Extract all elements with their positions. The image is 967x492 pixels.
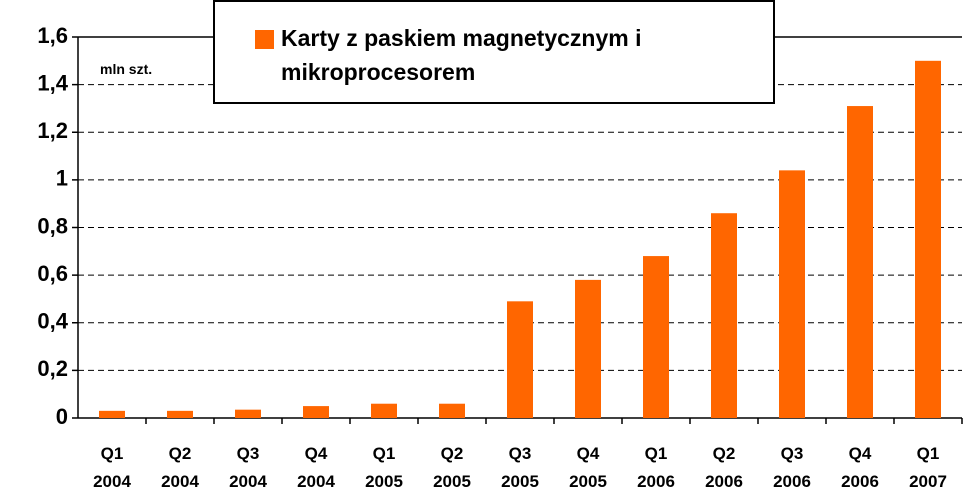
x-tick-label: Q2 2004 [161,444,199,491]
y-tick-label: 1 [56,166,68,191]
y-tick-label: 1,4 [37,70,68,95]
x-tick-label: Q3 2005 [501,444,539,491]
bar [643,256,669,418]
bar [915,60,941,418]
x-tick-label: Q1 2007 [909,444,947,491]
x-tick-label: Q2 2005 [433,444,471,491]
bar [167,410,193,418]
bar [439,403,465,418]
legend-label: Karty z paskiem magnetycznym i mikroproc… [281,25,642,85]
bar [847,106,873,419]
x-tick-label: Q1 2004 [93,444,131,491]
bar [575,279,601,418]
x-tick-label: Q4 2005 [569,444,607,491]
x-tick-label: Q3 2006 [773,444,811,491]
bar [99,410,125,418]
x-tick-label: Q4 2004 [297,444,335,491]
x-tick-label: Q2 2006 [705,444,743,491]
x-tick-label: Q4 2006 [841,444,879,491]
bar [779,170,805,418]
y-tick-label: 0,2 [37,356,68,381]
legend: Karty z paskiem magnetycznym i mikroproc… [213,0,775,104]
bar [303,406,329,418]
y-tick-label: 0,8 [37,213,68,238]
y-tick-label: 0 [56,404,68,429]
bar [711,213,737,418]
bar [507,301,533,418]
legend-swatch [255,30,274,49]
y-tick-label: 0,6 [37,261,68,286]
unit-label: mln szt. [100,61,153,77]
y-tick-label: 1,2 [37,118,68,143]
bar [235,409,261,418]
x-tick-label: Q1 2006 [637,444,675,491]
x-tick-label: Q1 2005 [365,444,403,491]
bar [371,403,397,418]
y-tick-label: 1,6 [37,23,68,48]
y-tick-label: 0,4 [37,309,68,334]
x-tick-label: Q3 2004 [229,444,267,491]
